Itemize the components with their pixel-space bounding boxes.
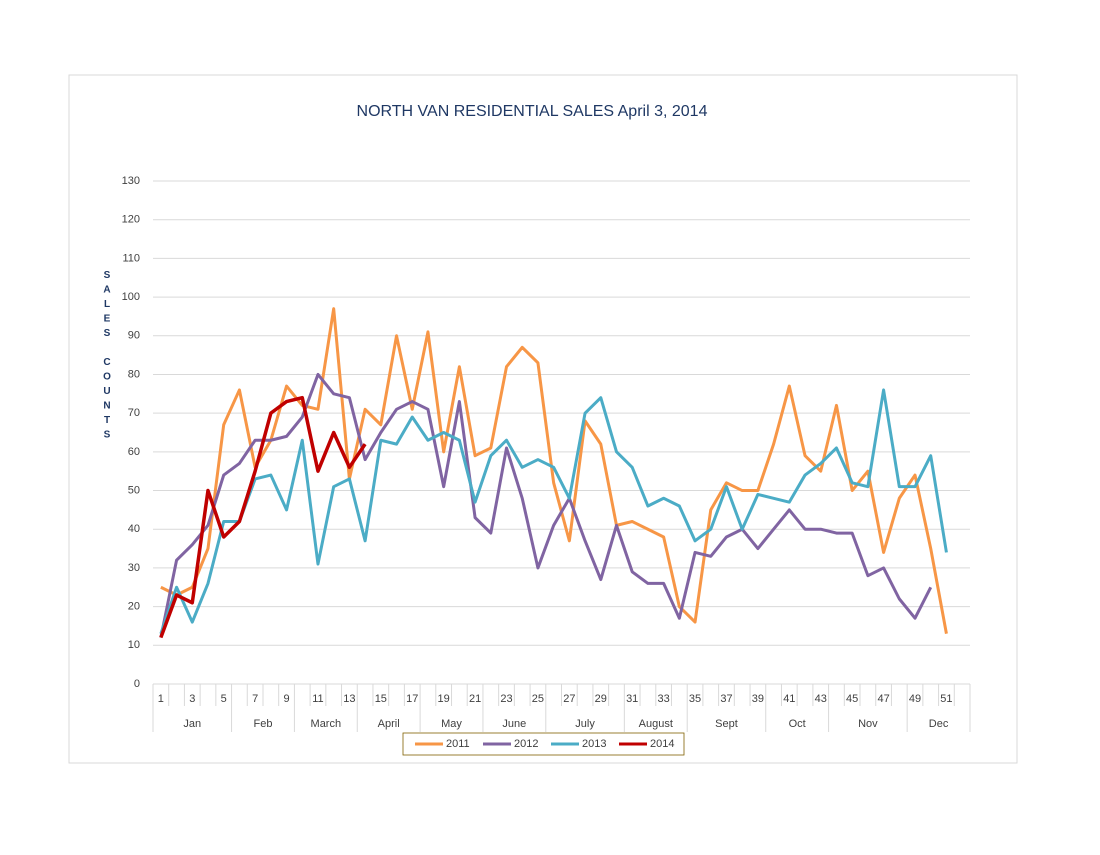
x-tick-label: 5 <box>221 693 227 705</box>
month-label: Feb <box>253 718 272 730</box>
x-tick-label: 45 <box>846 693 858 705</box>
y-tick-label: 120 <box>122 214 140 226</box>
x-tick-label: 3 <box>189 693 195 705</box>
series-line <box>159 395 367 639</box>
x-tick-label: 17 <box>406 693 418 705</box>
series-line <box>159 388 948 635</box>
chart-title: NORTH VAN RESIDENTIAL SALES April 3, 201… <box>357 103 708 120</box>
legend-box <box>402 732 685 756</box>
month-label: June <box>502 718 526 730</box>
legend-label: 2012 <box>514 738 538 750</box>
y-tick-label: 70 <box>128 407 140 419</box>
x-tick-label: 25 <box>532 693 544 705</box>
x-tick-label: 31 <box>626 693 638 705</box>
y-tick-label: 20 <box>128 601 140 613</box>
month-label: May <box>441 718 462 730</box>
chart-frame <box>68 74 1018 764</box>
y-tick-label: 130 <box>122 175 140 187</box>
x-tick-label: 23 <box>500 693 512 705</box>
x-tick-label: 39 <box>752 693 764 705</box>
month-label: Oct <box>789 718 806 730</box>
legend-label: 2014 <box>650 738 674 750</box>
x-tick-label: 51 <box>940 693 952 705</box>
y-tick-label: 60 <box>128 446 140 458</box>
legend-label: 2013 <box>582 738 606 750</box>
month-label: Nov <box>858 718 878 730</box>
x-tick-label: 27 <box>563 693 575 705</box>
y-tick-label: 0 <box>134 678 140 690</box>
x-tick-label: 11 <box>312 693 323 705</box>
month-label: Sept <box>715 718 738 730</box>
series-line <box>159 372 933 638</box>
y-axis-label: SALES COUNTS <box>102 270 113 444</box>
y-tick-label: 10 <box>128 639 140 651</box>
y-tick-label: 30 <box>128 562 140 574</box>
x-tick-label: 13 <box>343 693 355 705</box>
month-label: Jan <box>183 718 201 730</box>
x-tick-label: 15 <box>375 693 387 705</box>
x-tick-label: 29 <box>595 693 607 705</box>
x-tick-label: 43 <box>815 693 827 705</box>
y-tick-label: 50 <box>128 484 140 496</box>
month-label: July <box>575 718 595 730</box>
y-tick-label: 110 <box>122 252 140 264</box>
x-tick-label: 33 <box>658 693 670 705</box>
x-tick-label: 37 <box>720 693 732 705</box>
y-tick-label: 90 <box>128 330 140 342</box>
legend-label: 2011 <box>446 738 470 750</box>
y-tick-label: 100 <box>122 291 140 303</box>
month-label: Dec <box>929 718 949 730</box>
x-tick-label: 41 <box>783 693 795 705</box>
y-tick-label: 40 <box>128 523 140 535</box>
month-label: March <box>311 718 342 730</box>
x-tick-label: 19 <box>438 693 450 705</box>
month-label: August <box>639 718 673 730</box>
x-tick-label: 9 <box>283 693 289 705</box>
y-tick-label: 80 <box>128 368 140 380</box>
x-tick-label: 35 <box>689 693 701 705</box>
x-tick-label: 7 <box>252 693 258 705</box>
x-tick-label: 49 <box>909 693 921 705</box>
x-tick-label: 47 <box>877 693 889 705</box>
x-tick-label: 21 <box>469 693 481 705</box>
x-tick-label: 1 <box>158 693 164 705</box>
month-label: April <box>378 718 400 730</box>
